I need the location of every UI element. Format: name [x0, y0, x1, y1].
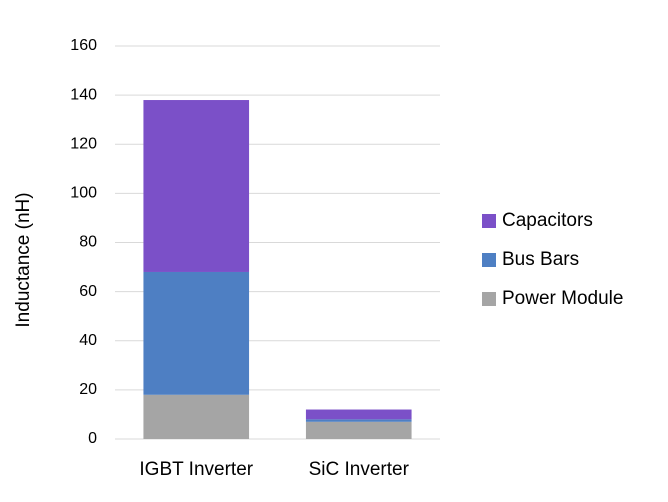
legend-swatch — [482, 214, 496, 228]
bar-segment — [143, 100, 250, 272]
y-tick-label: 60 — [79, 283, 97, 300]
y-tick-label: 20 — [79, 381, 97, 398]
y-tick-label: 0 — [88, 430, 97, 447]
bar-segment — [305, 409, 412, 420]
x-tick-label: SiC Inverter — [309, 459, 410, 480]
legend-label: Power Module — [502, 288, 623, 309]
y-tick-label: 40 — [79, 332, 97, 349]
legend-swatch — [482, 292, 496, 306]
y-tick-label: 80 — [79, 234, 97, 251]
bar-segment — [143, 271, 250, 395]
bar-segment — [305, 419, 412, 422]
y-axis-label: Inductance (nH) — [13, 192, 34, 327]
bar-segment — [305, 421, 412, 439]
y-tick-label: 120 — [70, 135, 97, 152]
x-tick-label: IGBT Inverter — [139, 459, 253, 480]
legend-label: Bus Bars — [502, 249, 579, 270]
bar-segment — [143, 394, 250, 439]
y-tick-label: 100 — [70, 185, 97, 202]
y-tick-label: 160 — [70, 37, 97, 54]
legend-swatch — [482, 253, 496, 267]
legend-label: Capacitors — [502, 210, 593, 231]
y-tick-label: 140 — [70, 86, 97, 103]
